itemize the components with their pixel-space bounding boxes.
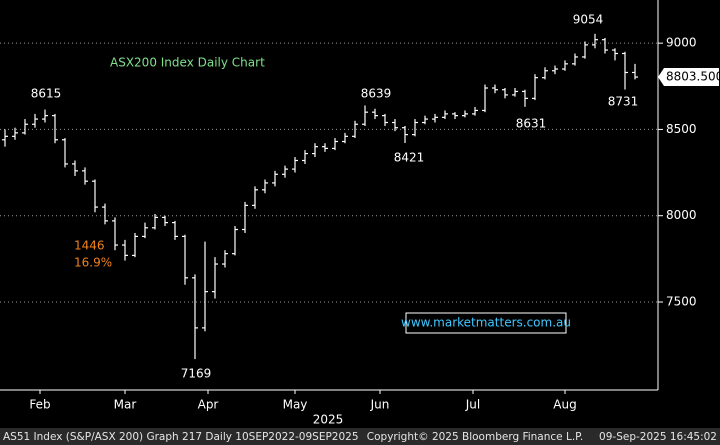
footer-center: Copyright© 2025 Bloomberg Finance L.P.	[367, 431, 583, 443]
annotation: 9054	[573, 13, 604, 27]
y-tick-label: 7500	[666, 294, 697, 308]
x-tick-label: Apr	[198, 398, 219, 412]
y-tick-label: 8500	[666, 122, 697, 136]
footer-right: 09-Sep-2025 16:45:02	[599, 431, 717, 443]
annotation: 7169	[181, 367, 212, 381]
year-label: 2025	[313, 413, 344, 427]
x-tick-label: Aug	[553, 398, 576, 412]
chart-title: ASX200 Index Daily Chart	[110, 56, 265, 70]
watermark: www.marketmatters.com.au	[401, 316, 571, 330]
annotation: 8631	[516, 117, 547, 131]
drawdown-points: 1446	[74, 239, 105, 253]
annotation: 8421	[394, 151, 425, 165]
x-tick-label: Feb	[29, 398, 50, 412]
last-price-label: 8803.500	[666, 70, 720, 84]
y-tick-label: 8000	[666, 208, 697, 222]
annotation: 8639	[361, 87, 392, 101]
annotation: 8731	[608, 95, 639, 109]
x-tick-label: Jun	[370, 398, 390, 412]
annotation: 8615	[31, 87, 62, 101]
footer-left: AS51 Index (S&P/ASX 200) Graph 217 Daily…	[3, 431, 359, 443]
last-price-marker	[658, 68, 719, 87]
watermark-box	[405, 312, 567, 334]
x-tick-label: May	[283, 398, 308, 412]
drawdown-percent: 16.9%	[74, 256, 112, 270]
footer-band	[0, 428, 720, 445]
y-tick-label: 9000	[666, 36, 697, 50]
x-tick-label: Mar	[114, 398, 137, 412]
x-tick-label: Jul	[465, 398, 480, 412]
